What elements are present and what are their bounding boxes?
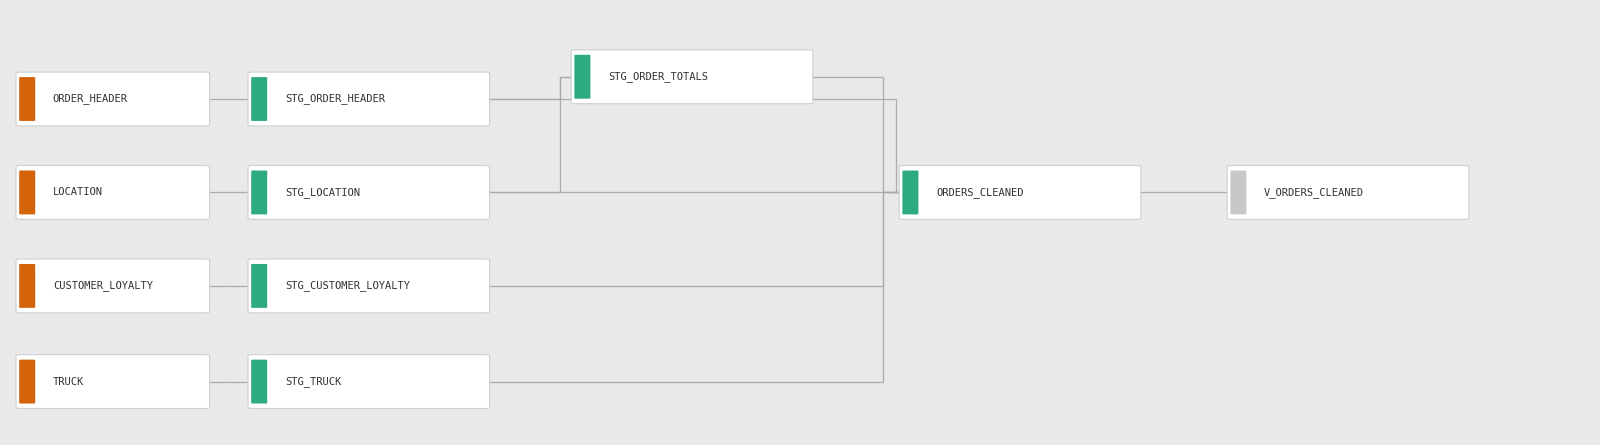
FancyBboxPatch shape — [251, 170, 267, 214]
Text: STG_TRUCK: STG_TRUCK — [285, 376, 341, 387]
Text: STG_LOCATION: STG_LOCATION — [285, 187, 360, 198]
FancyBboxPatch shape — [1230, 170, 1246, 214]
FancyBboxPatch shape — [19, 360, 35, 404]
FancyBboxPatch shape — [1227, 166, 1469, 219]
FancyBboxPatch shape — [574, 55, 590, 99]
FancyBboxPatch shape — [16, 72, 210, 126]
FancyBboxPatch shape — [19, 264, 35, 308]
FancyBboxPatch shape — [251, 77, 267, 121]
FancyBboxPatch shape — [16, 259, 210, 313]
Text: V_ORDERS_CLEANED: V_ORDERS_CLEANED — [1264, 187, 1363, 198]
Text: CUSTOMER_LOYALTY: CUSTOMER_LOYALTY — [53, 280, 154, 291]
Text: STG_CUSTOMER_LOYALTY: STG_CUSTOMER_LOYALTY — [285, 280, 410, 291]
FancyBboxPatch shape — [251, 264, 267, 308]
FancyBboxPatch shape — [19, 77, 35, 121]
FancyBboxPatch shape — [248, 166, 490, 219]
Text: TRUCK: TRUCK — [53, 376, 85, 387]
FancyBboxPatch shape — [248, 355, 490, 409]
Text: LOCATION: LOCATION — [53, 187, 102, 198]
FancyBboxPatch shape — [571, 50, 813, 104]
FancyBboxPatch shape — [899, 166, 1141, 219]
FancyBboxPatch shape — [248, 259, 490, 313]
FancyBboxPatch shape — [16, 355, 210, 409]
FancyBboxPatch shape — [251, 360, 267, 404]
Text: ORDERS_CLEANED: ORDERS_CLEANED — [936, 187, 1024, 198]
Text: STG_ORDER_HEADER: STG_ORDER_HEADER — [285, 93, 386, 105]
Text: ORDER_HEADER: ORDER_HEADER — [53, 93, 128, 105]
FancyBboxPatch shape — [19, 170, 35, 214]
Text: STG_ORDER_TOTALS: STG_ORDER_TOTALS — [608, 71, 707, 82]
FancyBboxPatch shape — [16, 166, 210, 219]
FancyBboxPatch shape — [248, 72, 490, 126]
FancyBboxPatch shape — [902, 170, 918, 214]
